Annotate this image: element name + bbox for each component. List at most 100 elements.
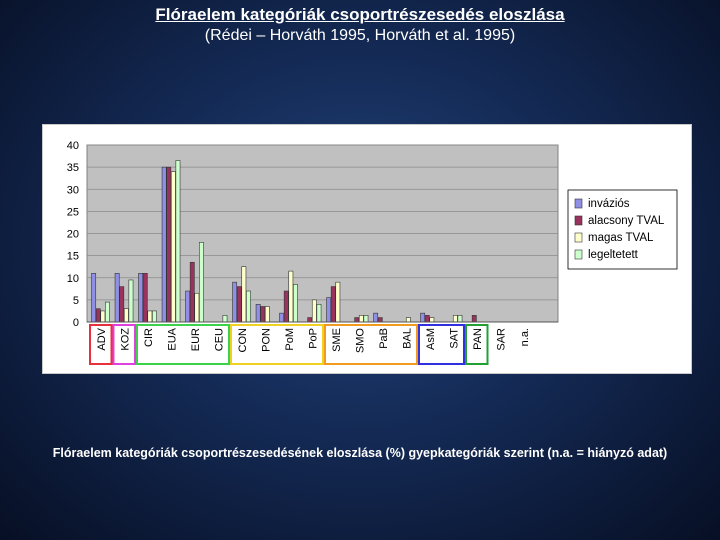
- bar-EUR-4: [199, 242, 204, 323]
- x-tick-label: EUR: [190, 328, 202, 351]
- category-group-boxes: [89, 324, 489, 365]
- x-axis: ADV KOZ CIR EUA EUR CEU CON PON PoM PoP SME SMO PaB B…: [96, 327, 531, 353]
- x-tick-label: CEU: [213, 328, 225, 351]
- bar-PoP-4: [316, 304, 322, 323]
- y-axis: 0 5 10 15 20 25 30 35 40: [67, 140, 79, 329]
- bar-PON-1: [255, 304, 261, 323]
- bar-PoM-4: [293, 284, 298, 323]
- category-group-box-2: [112, 324, 136, 365]
- bar-EUR-1: [185, 290, 191, 323]
- legend-label: legeltetett: [588, 249, 639, 261]
- bar-ADV-2: [95, 308, 101, 323]
- bar-EUR-2: [189, 261, 195, 323]
- bar-chart: 0 5 10 15 20 25 30 35 40 ADV KOZ CIR EUA EUR CEU CON PO…: [67, 140, 678, 365]
- y-tick-label: 5: [73, 295, 79, 307]
- y-tick-label: 20: [67, 229, 79, 241]
- x-tick-label: PoM: [284, 328, 296, 351]
- bar-PAN-2: [471, 315, 477, 323]
- bar-KOZ-2: [119, 286, 125, 323]
- bar-CON-1: [232, 281, 238, 323]
- chart-panel: 0 5 10 15 20 25 30 35 40 ADV KOZ CIR EUA EUR CEU CON PO…: [42, 124, 692, 374]
- y-tick-label: 15: [67, 251, 79, 263]
- bar-EUA-4: [175, 160, 181, 323]
- bar-ADV-3: [100, 310, 106, 323]
- bar-AsM-2: [424, 315, 430, 323]
- category-group-box-1: [89, 324, 113, 365]
- x-tick-label: PaB: [378, 328, 390, 349]
- bar-SMO-4: [363, 315, 369, 323]
- legend-swatch: [574, 215, 583, 226]
- x-tick-label: CIR: [143, 328, 155, 347]
- bar-SME-2: [330, 286, 336, 323]
- bar-ADV-4: [105, 301, 110, 323]
- x-tick-label: ADV: [96, 327, 108, 350]
- x-tick-label: PON: [260, 328, 272, 352]
- bar-KOZ-1: [114, 273, 120, 323]
- legend-box: [567, 189, 678, 270]
- x-tick-label: SME: [331, 328, 343, 352]
- legend-label: alacsony TVAL: [588, 215, 665, 227]
- x-tick-label: PAN: [472, 328, 484, 350]
- slide-subtitle: (Rédei – Horváth 1995, Horváth et al. 19…: [204, 27, 516, 44]
- x-tick-label: SAR: [495, 328, 507, 351]
- bar-SME-3: [335, 281, 341, 323]
- bar-EUA-1: [161, 166, 167, 323]
- bar-EUA-2: [166, 166, 172, 323]
- bar-KOZ-4: [128, 279, 134, 323]
- bar-CIR-3: [147, 310, 153, 323]
- bar-CON-3: [241, 266, 247, 323]
- x-tick-label: SAT: [448, 328, 460, 349]
- y-tick-label: 0: [73, 317, 79, 329]
- y-tick-label: 30: [67, 184, 79, 196]
- x-tick-label: KOZ: [119, 328, 131, 351]
- legend-swatch: [574, 232, 583, 243]
- bar-PoP-3: [311, 299, 317, 323]
- x-tick-label: BAL: [401, 328, 413, 349]
- bar-AsM-1: [420, 312, 426, 323]
- legend: inváziós alacsony TVAL magas TVAL legeltete…: [567, 189, 678, 270]
- chart-caption: Flóraelem kategóriák csoportrészesedésén…: [52, 446, 668, 460]
- bar-PoP-2: [307, 317, 313, 323]
- bar-PaB-1: [373, 312, 379, 323]
- legend-swatch: [574, 198, 583, 209]
- bar-AsM-3: [429, 317, 435, 323]
- bar-CEU-4: [222, 315, 228, 323]
- bar-SAT-4: [457, 315, 463, 323]
- bar-CIR-1: [138, 273, 144, 323]
- bar-BAL-3: [405, 317, 411, 323]
- y-tick-label: 10: [67, 273, 79, 285]
- bar-CON-2: [236, 286, 242, 323]
- slide-title: Flóraelem kategóriák csoportrészesedés e…: [155, 5, 565, 24]
- bar-PoM-1: [279, 312, 285, 323]
- x-tick-label: n.a.: [519, 328, 531, 346]
- legend-label: inváziós: [588, 198, 630, 210]
- category-group-box-4: [230, 324, 324, 365]
- category-group-box-3: [136, 324, 230, 365]
- bar-SMO-3: [358, 315, 364, 323]
- bar-ADV-1: [91, 273, 97, 323]
- bar-EUR-3: [194, 292, 200, 323]
- category-group-box-5: [324, 324, 418, 365]
- bar-PaB-2: [377, 317, 383, 323]
- legend-label: magas TVAL: [588, 232, 654, 244]
- y-tick-label: 40: [67, 140, 79, 152]
- bars: [87, 160, 558, 323]
- bar-CON-4: [246, 290, 251, 323]
- category-group-box-7: [465, 324, 489, 365]
- bar-CIR-4: [152, 310, 157, 323]
- x-tick-label: AsM: [425, 328, 437, 350]
- bar-PON-2: [260, 306, 266, 323]
- bar-SME-1: [326, 297, 332, 323]
- bar-SAT-3: [452, 315, 458, 323]
- bar-PoM-2: [283, 290, 289, 323]
- bar-PoM-3: [288, 270, 294, 323]
- y-tick-label: 35: [67, 162, 79, 174]
- bar-KOZ-3: [123, 308, 129, 323]
- x-tick-label: PoP: [307, 328, 319, 349]
- x-tick-label: SMO: [354, 328, 366, 354]
- bar-CIR-2: [142, 273, 148, 323]
- y-tick-label: 25: [67, 206, 79, 218]
- bar-EUA-3: [170, 171, 176, 323]
- x-tick-label: EUA: [166, 327, 178, 350]
- bar-PON-3: [264, 306, 270, 323]
